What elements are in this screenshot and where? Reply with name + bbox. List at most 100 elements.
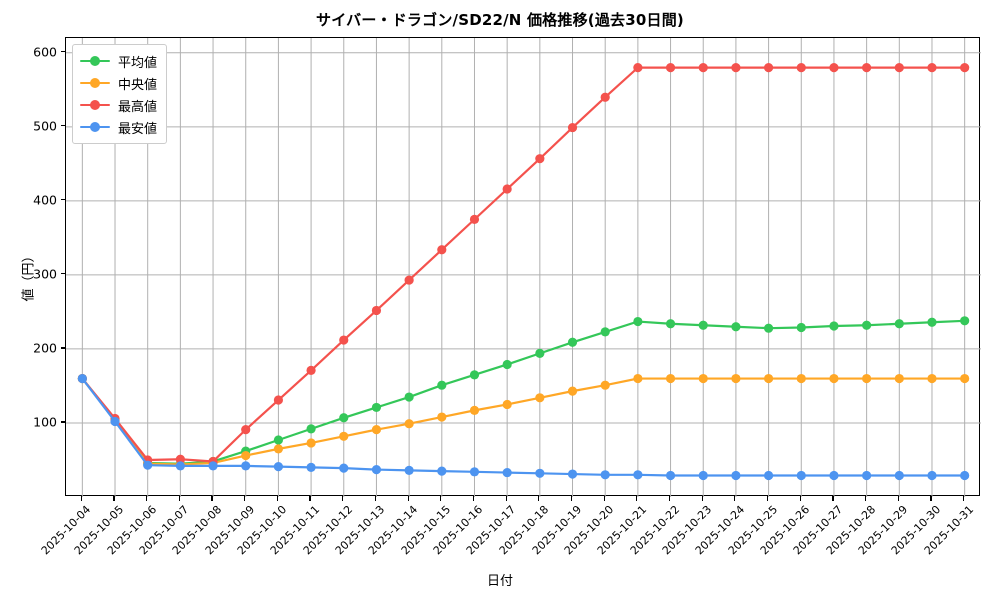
data-point-marker bbox=[437, 245, 447, 255]
data-point-marker bbox=[829, 470, 839, 481]
data-point-marker bbox=[763, 63, 774, 73]
data-point-marker bbox=[698, 470, 708, 481]
x-axis-tick-mark bbox=[407, 496, 409, 501]
data-point-marker bbox=[273, 435, 284, 445]
legend-label: 最高値 bbox=[118, 99, 158, 115]
data-point-marker bbox=[927, 470, 937, 481]
y-axis-tick-mark bbox=[61, 421, 65, 423]
data-point-marker bbox=[77, 373, 87, 384]
data-point-marker bbox=[437, 466, 447, 476]
x-axis-tick-mark bbox=[570, 496, 573, 501]
data-point-marker bbox=[894, 319, 904, 329]
data-point-marker bbox=[698, 63, 708, 73]
data-point-marker bbox=[698, 320, 708, 330]
x-axis-tick-mark bbox=[309, 496, 311, 501]
data-point-marker bbox=[306, 424, 316, 434]
data-point-marker bbox=[273, 462, 284, 472]
data-point-marker bbox=[469, 370, 480, 380]
plot-area bbox=[65, 37, 981, 497]
data-point-marker bbox=[894, 470, 904, 481]
data-point-marker bbox=[404, 275, 414, 285]
x-axis-tick-mark bbox=[472, 496, 475, 501]
data-point-marker bbox=[469, 405, 480, 415]
data-point-marker bbox=[241, 461, 251, 471]
y-axis-tick-label: 500 bbox=[33, 118, 57, 134]
data-point-marker bbox=[829, 63, 839, 73]
x-axis-tick-mark bbox=[374, 496, 377, 501]
data-point-marker bbox=[371, 402, 382, 413]
data-point-marker bbox=[796, 322, 806, 333]
data-point-marker bbox=[241, 450, 251, 461]
data-point-marker bbox=[600, 380, 610, 390]
data-point-marker bbox=[960, 470, 970, 481]
x-axis-tick-mark bbox=[342, 496, 344, 501]
legend-swatch-icon bbox=[80, 121, 110, 133]
legend-item[interactable]: 中央値 bbox=[80, 72, 157, 94]
data-point-marker bbox=[796, 470, 806, 481]
y-axis-tick-label: 300 bbox=[33, 266, 57, 282]
data-point-marker bbox=[143, 460, 153, 470]
data-point-marker bbox=[535, 393, 545, 403]
data-point-marker bbox=[567, 469, 578, 479]
data-point-marker bbox=[339, 431, 349, 441]
y-axis-tick-label: 400 bbox=[33, 192, 57, 208]
data-point-marker bbox=[829, 321, 839, 331]
legend-swatch-icon bbox=[80, 99, 110, 111]
data-point-marker bbox=[927, 63, 937, 73]
data-point-marker bbox=[894, 373, 904, 384]
chart-legend: 平均値中央値最高値 最安値 bbox=[72, 44, 168, 144]
data-point-marker bbox=[208, 461, 218, 471]
data-point-marker bbox=[535, 348, 545, 358]
legend-item[interactable]: 最安値 bbox=[80, 116, 157, 138]
data-point-marker bbox=[339, 335, 349, 345]
data-point-marker bbox=[600, 92, 610, 102]
x-axis-tick-mark bbox=[505, 496, 507, 501]
series-line bbox=[81, 377, 966, 477]
data-point-marker bbox=[633, 373, 643, 384]
data-point-marker bbox=[731, 322, 741, 332]
data-point-marker bbox=[404, 465, 414, 475]
plot-svg bbox=[66, 38, 981, 497]
data-point-marker bbox=[371, 465, 382, 475]
x-axis-tick-mark bbox=[897, 496, 899, 501]
data-point-marker bbox=[731, 470, 741, 481]
series-line bbox=[81, 319, 966, 465]
data-point-marker bbox=[110, 416, 120, 427]
y-axis-ticks: 100 200 300 400 500 600 bbox=[0, 0, 65, 600]
legend-label: 平均値 bbox=[118, 55, 158, 71]
data-point-marker bbox=[665, 63, 676, 73]
x-axis-tick-mark bbox=[113, 496, 115, 501]
data-point-marker bbox=[567, 386, 578, 396]
y-axis-tick-label: 100 bbox=[33, 414, 57, 430]
legend-dot-icon bbox=[90, 100, 100, 110]
data-point-marker bbox=[437, 380, 447, 390]
x-axis-tick-mark bbox=[832, 496, 834, 501]
y-axis-tick-label: 200 bbox=[33, 340, 57, 356]
data-point-marker bbox=[502, 399, 512, 410]
y-axis-tick-mark bbox=[61, 199, 65, 201]
data-point-marker bbox=[567, 122, 578, 133]
data-point-marker bbox=[862, 373, 872, 384]
data-point-marker bbox=[829, 373, 839, 384]
x-axis-tick-mark bbox=[276, 496, 278, 501]
legend-item[interactable]: 最高値 bbox=[80, 94, 157, 116]
data-point-marker bbox=[371, 305, 382, 316]
x-axis-tick-mark bbox=[244, 496, 246, 501]
legend-label: 中央値 bbox=[118, 77, 158, 93]
data-point-marker bbox=[633, 63, 643, 73]
data-point-marker bbox=[371, 425, 382, 435]
x-axis-tick-mark bbox=[80, 496, 82, 501]
data-point-marker bbox=[731, 63, 741, 73]
legend-dot-icon bbox=[90, 122, 100, 132]
y-axis-tick-label: 600 bbox=[33, 44, 57, 60]
data-point-marker bbox=[306, 438, 316, 448]
data-point-marker bbox=[469, 214, 480, 224]
legend-item[interactable]: 平均値 bbox=[80, 50, 157, 72]
data-point-marker bbox=[567, 337, 578, 347]
data-point-marker bbox=[502, 467, 512, 478]
data-point-marker bbox=[960, 63, 970, 73]
data-point-marker bbox=[763, 323, 774, 333]
data-point-marker bbox=[535, 468, 545, 478]
